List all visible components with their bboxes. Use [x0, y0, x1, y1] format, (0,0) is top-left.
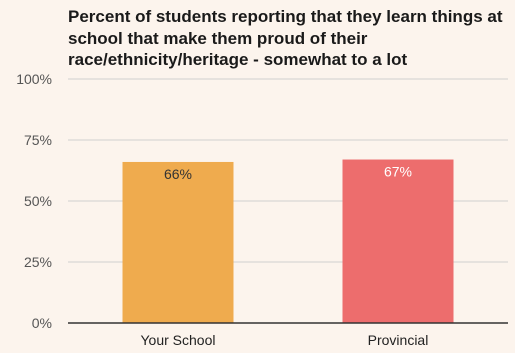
- y-tick-label: 25%: [24, 254, 52, 270]
- x-category-label: Your School: [141, 332, 216, 348]
- y-tick-label: 100%: [16, 71, 52, 87]
- x-axis-category-labels: Your School Provincial: [141, 332, 429, 348]
- bar-provincial: [342, 159, 454, 323]
- data-label: 66%: [164, 166, 192, 182]
- bars: [122, 159, 454, 323]
- y-tick-label: 75%: [24, 132, 52, 148]
- y-tick-label: 0%: [32, 315, 52, 331]
- y-axis-tick-labels: 0% 25% 50% 75% 100%: [16, 71, 52, 331]
- x-category-label: Provincial: [368, 332, 429, 348]
- y-tick-label: 50%: [24, 193, 52, 209]
- data-label: 67%: [384, 164, 412, 180]
- bar-your-school: [122, 161, 234, 323]
- chart-title: Percent of students reporting that they …: [68, 7, 503, 69]
- data-labels: 66% 67%: [164, 164, 412, 182]
